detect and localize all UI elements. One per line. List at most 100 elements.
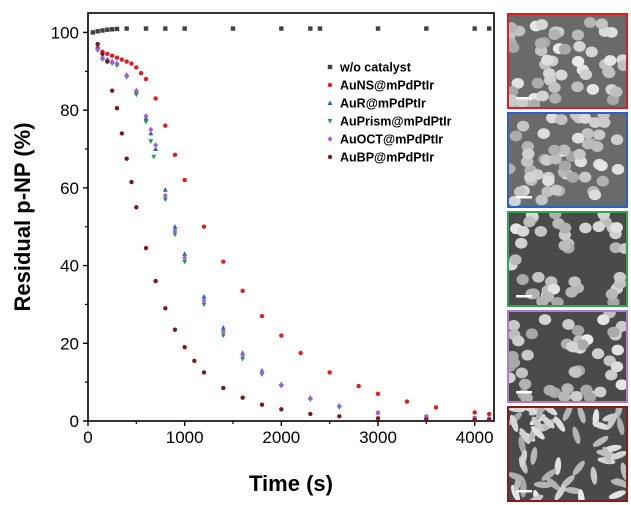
data-point [153,278,158,284]
x-tick-label: 0 [83,428,92,447]
data-point [336,403,342,410]
sem-image-aur [507,112,628,208]
scale-bar [516,490,532,493]
data-point [307,395,313,402]
data-point [151,154,157,160]
sem-image-auoct [507,310,628,403]
nanoparticle [596,175,609,187]
nanoparticle [571,81,584,93]
nanoparticle [521,408,538,414]
nanoparticle [542,175,555,187]
series-4 [95,47,492,422]
legend-label: AuBP@mPdPtIr [340,151,434,165]
data-point [119,57,125,62]
x-tick-label: 3000 [359,428,397,447]
series-5 [95,41,492,423]
nanoparticle [509,357,521,369]
data-point [114,106,120,111]
y-tick-label: 100 [51,23,79,42]
data-point [124,72,130,79]
legend-marker [327,82,333,88]
nanoparticle [607,326,620,338]
nanoparticle [603,55,617,66]
nanoparticle [615,408,623,419]
data-point [279,407,284,412]
data-point [153,142,159,148]
nanoparticle [548,29,561,41]
nanoparticle [592,221,606,233]
data-point [486,411,492,417]
nanoparticle [520,156,534,168]
data-point [172,232,178,238]
data-point [201,370,207,375]
legend-label: AuNS@mPdPtIr [340,79,434,93]
data-point [114,55,120,60]
nanoparticle [602,67,616,79]
scale-bar [516,391,532,394]
nanoparticle [520,392,533,401]
nanoparticle [516,225,530,237]
data-point [433,405,439,410]
data-point [308,411,313,417]
nanoparticle [562,408,573,422]
nanoparticle [509,86,519,97]
data-points [90,26,492,423]
legend-marker [327,154,333,160]
nanoparticle [548,144,561,156]
data-point [129,61,134,66]
nanoparticle [605,369,618,381]
sem-image-auns [507,13,628,109]
nanoparticle [616,417,625,435]
nanoparticle [597,314,610,326]
nanoparticle [518,378,532,390]
data-point [109,53,115,58]
y-axis-title: Residual p-NP (%) [10,122,35,311]
scale-bar [516,97,532,100]
nanoparticle [571,132,585,144]
data-point [172,152,178,158]
nanoparticle [530,447,538,465]
x-tick-label: 2000 [262,428,300,447]
nanoparticle [579,69,593,80]
legend-label: AuR@mPdPtIr [340,97,426,111]
nanoparticle [577,489,585,500]
nanoparticle [592,435,609,447]
data-point [105,59,110,64]
nanoparticle [509,94,519,106]
nanoparticle [591,141,604,152]
legend: w/o catalyst AuNS@mPdPtIr AuR@mPdPtIr AuPri… [327,61,452,165]
data-point [192,358,197,363]
data-point [124,26,129,31]
data-point [279,26,284,31]
nanoparticle [509,130,523,142]
data-point [220,325,226,330]
nanoparticle [595,18,609,30]
series-0 [90,26,492,35]
nanoparticle [588,117,602,128]
nanoparticle [535,408,545,421]
nanoparticle [558,240,571,251]
nanoparticle [578,171,592,183]
tick-labels: 0 1000 2000 3000 4000 0 20 40 60 80 100 [51,23,494,447]
nanoparticle [579,114,592,124]
legend-label: w/o catalyst [339,61,412,75]
nanoparticle [542,408,558,416]
data-point [221,259,226,264]
data-point [327,370,332,375]
data-point [148,126,154,133]
data-point [221,385,226,391]
nanoparticle [568,276,581,288]
nanoparticle [509,254,522,266]
nanoparticle [547,283,561,295]
data-point [240,356,246,362]
nanoparticle [540,415,555,429]
nanoparticle [511,77,524,89]
nanoparticle [550,184,563,196]
data-point [472,26,477,31]
data-point [100,51,105,56]
nanoparticle [615,379,626,391]
nanoparticle [523,216,536,228]
data-point [220,328,226,335]
nanoparticle [537,128,550,139]
nanoparticle [607,412,617,430]
